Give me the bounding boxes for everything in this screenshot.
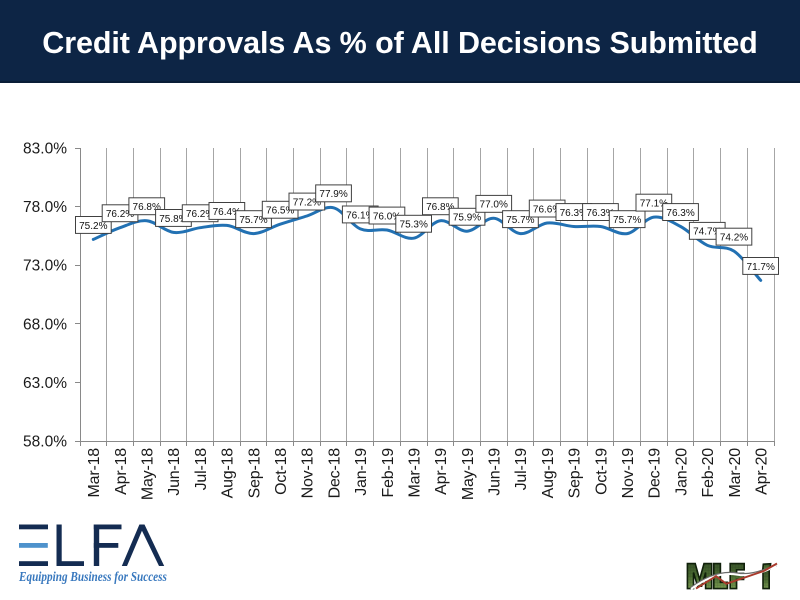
svg-text:76.3%: 76.3% [586, 208, 614, 219]
svg-text:58.0%: 58.0% [23, 434, 67, 451]
svg-text:76.2%: 76.2% [106, 209, 134, 220]
svg-text:Dec-18: Dec-18 [326, 448, 343, 499]
svg-text:Feb-20: Feb-20 [700, 448, 717, 498]
svg-text:Apr-18: Apr-18 [113, 448, 130, 495]
svg-text:Nov-18: Nov-18 [300, 448, 317, 499]
svg-text:Jun-19: Jun-19 [487, 448, 504, 496]
svg-text:75.2%: 75.2% [79, 221, 107, 232]
svg-text:76.1%: 76.1% [346, 210, 374, 221]
svg-text:Apr-20: Apr-20 [754, 448, 771, 495]
svg-text:Jan-20: Jan-20 [673, 448, 690, 496]
svg-text:76.2%: 76.2% [186, 209, 214, 220]
svg-text:78.0%: 78.0% [23, 199, 67, 216]
svg-text:May-19: May-19 [460, 448, 477, 500]
svg-text:76.3%: 76.3% [560, 208, 588, 219]
svg-text:76.8%: 76.8% [133, 202, 161, 213]
svg-text:Nov-19: Nov-19 [620, 448, 637, 499]
svg-text:83.0%: 83.0% [23, 141, 67, 158]
svg-text:75.3%: 75.3% [400, 220, 428, 231]
svg-text:Mar-20: Mar-20 [727, 448, 744, 498]
svg-text:75.7%: 75.7% [613, 215, 641, 226]
svg-text:May-18: May-18 [140, 448, 157, 500]
svg-text:76.0%: 76.0% [373, 211, 401, 222]
svg-text:Jan-19: Jan-19 [353, 448, 370, 496]
svg-text:Sep-19: Sep-19 [567, 448, 584, 499]
svg-text:68.0%: 68.0% [23, 316, 67, 333]
svg-text:77.0%: 77.0% [480, 200, 508, 211]
svg-text:76.4%: 76.4% [213, 207, 241, 218]
svg-text:77.1%: 77.1% [640, 199, 668, 210]
svg-text:Mar-19: Mar-19 [407, 448, 424, 498]
svg-text:Sep-18: Sep-18 [246, 448, 263, 499]
svg-text:75.9%: 75.9% [453, 213, 481, 224]
svg-text:Oct-19: Oct-19 [593, 448, 610, 495]
svg-text:Aug-19: Aug-19 [540, 448, 557, 499]
svg-text:77.2%: 77.2% [293, 197, 321, 208]
svg-text:74.7%: 74.7% [693, 227, 721, 238]
svg-text:75.7%: 75.7% [506, 215, 534, 226]
svg-text:63.0%: 63.0% [23, 375, 67, 392]
svg-text:75.8%: 75.8% [159, 214, 187, 225]
svg-text:Jun-18: Jun-18 [166, 448, 183, 496]
svg-text:Jul-18: Jul-18 [193, 448, 210, 491]
svg-text:76.5%: 76.5% [266, 206, 294, 217]
svg-text:73.0%: 73.0% [23, 258, 67, 275]
svg-text:Feb-19: Feb-19 [380, 448, 397, 498]
svg-text:Jul-19: Jul-19 [513, 448, 530, 491]
svg-text:71.7%: 71.7% [747, 262, 775, 273]
svg-text:75.7%: 75.7% [239, 215, 267, 226]
svg-text:76.3%: 76.3% [666, 208, 694, 219]
svg-text:74.2%: 74.2% [720, 233, 748, 244]
svg-text:Dec-19: Dec-19 [647, 448, 664, 499]
svg-text:77.9%: 77.9% [319, 189, 347, 200]
svg-text:Oct-18: Oct-18 [273, 448, 290, 495]
svg-text:Aug-18: Aug-18 [220, 448, 237, 499]
svg-text:Mar-18: Mar-18 [86, 448, 103, 498]
svg-text:76.6%: 76.6% [533, 204, 561, 215]
svg-text:Apr-19: Apr-19 [433, 448, 450, 495]
svg-text:76.8%: 76.8% [426, 202, 454, 213]
